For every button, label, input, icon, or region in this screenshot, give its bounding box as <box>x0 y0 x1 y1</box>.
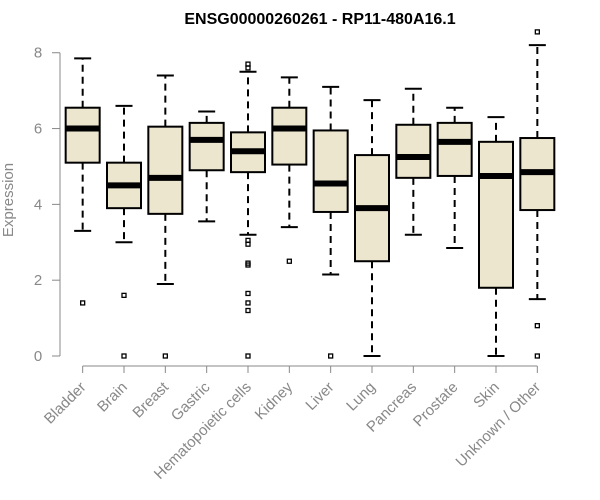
box-brain <box>106 104 142 359</box>
boxes-layer <box>64 29 556 359</box>
box-pancreas <box>395 87 432 236</box>
outlier-point <box>245 353 251 359</box>
outlier-point <box>534 353 540 359</box>
outlier-point <box>245 300 251 306</box>
x-tick-label: Brain <box>94 379 131 416</box>
box-iqr <box>436 121 473 177</box>
outlier-point <box>245 307 251 314</box>
chart-title: ENSG00000260261 - RP11-480A16.1 <box>184 11 455 28</box>
y-axis: 0 2 4 6 8 <box>34 45 61 365</box>
x-tick-label: Lung <box>343 379 379 415</box>
x-tick-label: Prostate <box>410 379 462 431</box>
y-tick-label: 4 <box>34 196 42 213</box>
outlier-point <box>245 241 251 247</box>
x-tick-label: Breast <box>129 378 172 421</box>
outlier-point <box>121 353 127 359</box>
x-tick-label: Liver <box>302 379 337 414</box>
box-iqr <box>271 106 308 166</box>
outlier-point <box>80 300 86 306</box>
x-tick-label: Skin <box>470 379 503 412</box>
box-iqr <box>312 129 349 213</box>
box-bladder <box>64 57 101 306</box>
box-liver <box>312 85 349 359</box>
outlier-point <box>162 353 168 359</box>
box-iqr <box>395 123 432 179</box>
outlier-point <box>245 65 251 71</box>
box-unknown-other <box>519 29 556 359</box>
box-lung <box>354 99 390 357</box>
outlier-point <box>245 262 251 268</box>
x-tick-label: Bladder <box>41 379 90 428</box>
box-prostate <box>436 106 473 249</box>
outlier-point <box>328 353 334 359</box>
box-kidney <box>271 76 308 264</box>
box-iqr <box>188 121 225 172</box>
outlier-point <box>286 258 292 264</box>
box-hematopoietic-cells <box>230 61 266 359</box>
box-iqr <box>147 125 184 215</box>
box-gastric <box>188 110 225 223</box>
outlier-point <box>245 290 251 297</box>
y-tick-label: 8 <box>34 45 42 62</box>
box-breast <box>147 74 184 359</box>
box-iqr <box>478 140 514 289</box>
x-tick-label: Kidney <box>252 378 297 423</box>
outlier-point <box>121 292 127 298</box>
outlier-point <box>534 29 540 35</box>
box-iqr <box>64 106 101 164</box>
y-tick-label: 6 <box>34 121 42 138</box>
y-tick-label: 2 <box>34 272 42 289</box>
outlier-point <box>534 323 540 329</box>
y-axis-label: Expression <box>0 163 17 237</box>
y-tick-label: 0 <box>34 348 42 365</box>
box-skin <box>478 116 514 357</box>
